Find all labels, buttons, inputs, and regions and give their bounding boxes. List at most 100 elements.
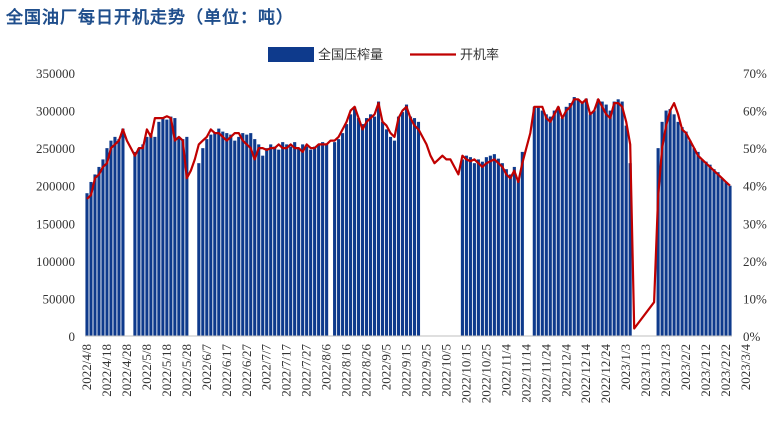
left-axis-tick-label: 0: [69, 329, 76, 344]
left-axis-tick-label: 200000: [36, 179, 75, 194]
bar: [369, 114, 373, 336]
bar: [384, 129, 389, 336]
bar: [97, 166, 101, 336]
bar: [313, 146, 317, 336]
bar: [696, 151, 700, 336]
bar: [121, 128, 125, 336]
bar: [516, 178, 520, 336]
x-axis-tick-label: 2022/10/25: [478, 344, 493, 403]
bar: [137, 148, 141, 336]
line-path: [86, 98, 731, 330]
bar: [345, 124, 349, 337]
bar: [492, 154, 496, 336]
bar: [221, 131, 225, 336]
x-axis-tick-label: 2022/11/14: [518, 344, 533, 403]
bar: [269, 144, 273, 336]
bar: [109, 140, 113, 336]
x-axis-tick-label: 2022/12/24: [598, 344, 613, 404]
bar: [520, 151, 524, 336]
bar: [716, 172, 720, 336]
bar: [512, 166, 516, 336]
x-axis-tick-label: 2022/4/8: [79, 344, 94, 390]
right-axis-tick-labels: 0% 10% 20% 30% 40% 50% 60% 70%: [743, 66, 767, 344]
left-axis-tick-label: 150000: [36, 216, 75, 231]
bar: [396, 116, 401, 336]
x-axis-tick-label: 2022/4/18: [99, 344, 114, 397]
bar: [500, 163, 504, 336]
bar: [728, 185, 732, 336]
bar: [480, 161, 484, 336]
left-axis-tick-label: 350000: [36, 66, 75, 81]
bar: [93, 174, 97, 336]
bar: [616, 99, 620, 336]
bar: [472, 163, 476, 336]
bar: [600, 101, 604, 336]
x-axis-tick-label: 2022/10/15: [458, 344, 473, 403]
bar: [357, 118, 361, 336]
right-axis-tick-label: 60%: [743, 104, 767, 119]
x-axis-tick-label: 2022/7/7: [259, 344, 274, 391]
bar: [584, 98, 588, 336]
bar: [281, 142, 285, 336]
x-axis-tick-label: 2023/1/13: [638, 344, 653, 397]
x-axis-tick-label: 2023/2/2: [678, 344, 693, 390]
bar: [217, 128, 221, 336]
bar: [229, 134, 233, 336]
bar: [305, 146, 309, 336]
bar: [89, 181, 93, 336]
x-axis-tick-label: 2022/12/4: [558, 344, 573, 397]
right-axis-tick-label: 30%: [743, 216, 767, 231]
legend-bar-swatch: [268, 47, 314, 62]
bar: [289, 146, 293, 336]
bar: [265, 148, 269, 336]
bar: [392, 140, 397, 336]
bar: [588, 114, 592, 336]
legend-bar-label: 全国压榨量: [318, 47, 383, 63]
x-axis-tick-label: 2023/1/3: [618, 344, 633, 390]
bar: [532, 106, 536, 336]
x-axis-tick-label: 2022/12/14: [578, 344, 593, 404]
bar: [412, 118, 417, 336]
bar: [209, 134, 213, 336]
bar: [416, 121, 421, 336]
bar: [297, 148, 301, 336]
bar: [257, 144, 261, 336]
bar: [704, 161, 708, 336]
bar: [604, 104, 608, 336]
bar: [165, 119, 169, 337]
right-axis-tick-label: 0%: [743, 329, 761, 344]
bar: [249, 133, 253, 336]
bar: [668, 109, 672, 336]
bar: [237, 136, 241, 336]
bar: [656, 148, 660, 336]
bar: [488, 155, 492, 336]
bar: [548, 116, 552, 336]
bar: [349, 114, 353, 336]
bar: [564, 106, 568, 336]
bar: [380, 121, 385, 336]
right-axis-tick-label: 20%: [743, 254, 767, 269]
right-axis-tick-label: 70%: [743, 66, 767, 81]
bar: [149, 133, 153, 336]
bar: [201, 148, 205, 336]
bar: [628, 163, 632, 336]
bar: [293, 142, 297, 336]
bar: [608, 110, 612, 336]
bar: [161, 118, 165, 336]
bar: [568, 103, 572, 336]
bar: [660, 121, 664, 336]
bar: [408, 116, 413, 336]
bar: [333, 142, 337, 336]
bar: [540, 110, 544, 336]
bar: [325, 144, 329, 336]
x-axis-tick-label: 2022/8/6: [319, 344, 334, 391]
bar: [353, 106, 357, 336]
left-axis-tick-label: 250000: [36, 141, 75, 156]
bar: [85, 193, 89, 336]
x-axis-tick-label: 2022/9/25: [418, 344, 433, 397]
bar: [309, 149, 313, 336]
bar: [153, 136, 157, 336]
bar: [676, 121, 680, 336]
x-axis-tick-label: 2022/6/27: [239, 344, 254, 397]
bar: [476, 159, 480, 336]
